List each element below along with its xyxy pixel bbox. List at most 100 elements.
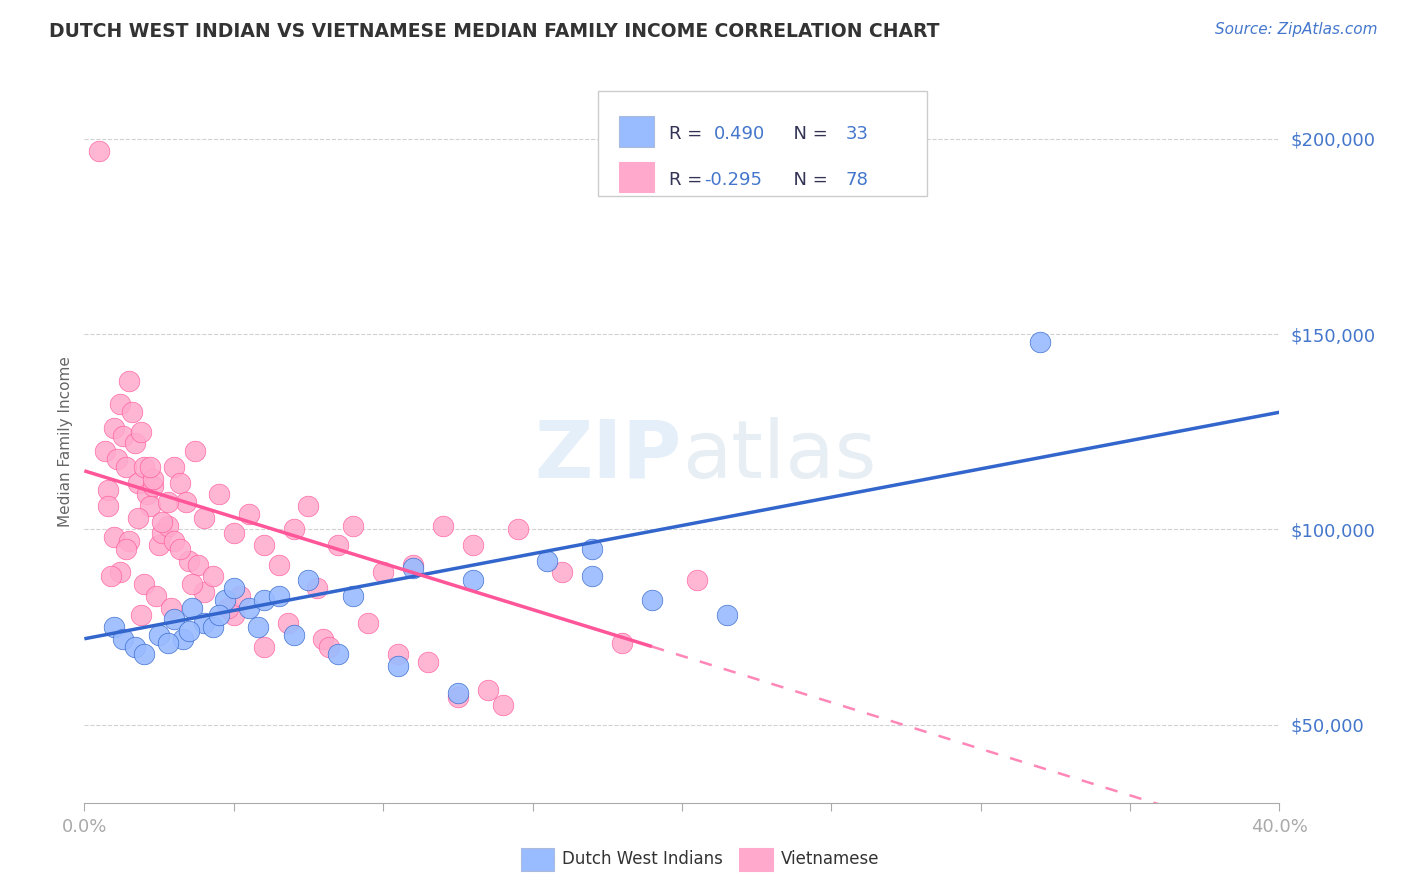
Point [686, 573, 709, 587]
Point [181, 577, 204, 591]
Point [238, 600, 260, 615]
Point [307, 581, 329, 595]
Point [716, 608, 738, 623]
Text: Source: ZipAtlas.com: Source: ZipAtlas.com [1215, 22, 1378, 37]
Point [142, 479, 165, 493]
Point [222, 608, 245, 623]
Point [1029, 334, 1052, 349]
Point [157, 495, 180, 509]
Point [416, 655, 439, 669]
Text: N =: N = [782, 171, 834, 189]
Point [127, 475, 149, 490]
Text: 0.490: 0.490 [714, 126, 765, 144]
Point [150, 515, 173, 529]
Point [139, 499, 162, 513]
Point [163, 612, 186, 626]
Point [246, 620, 269, 634]
Point [551, 566, 574, 580]
Point [373, 566, 395, 580]
Point [129, 425, 152, 439]
Point [127, 510, 149, 524]
Text: ZIP: ZIP [534, 417, 682, 495]
Point [184, 444, 207, 458]
Point [132, 648, 156, 662]
Point [132, 577, 156, 591]
Point [132, 459, 156, 474]
Point [222, 581, 245, 595]
Point [181, 600, 204, 615]
Point [253, 640, 276, 654]
Point [139, 459, 162, 474]
Point [157, 518, 180, 533]
Text: -0.295: -0.295 [704, 171, 762, 189]
Point [94, 444, 117, 458]
Point [193, 510, 215, 524]
Point [536, 554, 558, 568]
Text: N =: N = [782, 126, 834, 144]
Point [163, 534, 186, 549]
Text: 78: 78 [845, 171, 869, 189]
FancyBboxPatch shape [599, 91, 927, 196]
Point [103, 421, 125, 435]
Point [432, 518, 454, 533]
Point [118, 374, 141, 388]
FancyBboxPatch shape [619, 161, 654, 192]
FancyBboxPatch shape [520, 847, 554, 871]
Point [177, 554, 200, 568]
Point [115, 541, 138, 556]
Point [201, 620, 224, 634]
Point [100, 569, 122, 583]
Point [129, 608, 152, 623]
Point [150, 526, 173, 541]
FancyBboxPatch shape [740, 847, 773, 871]
Point [342, 589, 364, 603]
Point [238, 507, 260, 521]
Text: Vietnamese: Vietnamese [782, 850, 880, 868]
Point [97, 499, 120, 513]
Point [357, 616, 380, 631]
Y-axis label: Median Family Income: Median Family Income [58, 356, 73, 527]
Point [121, 405, 143, 419]
Point [103, 530, 125, 544]
Point [214, 592, 236, 607]
Point [217, 600, 239, 615]
Text: R =: R = [669, 171, 707, 189]
Point [387, 659, 409, 673]
Point [112, 632, 135, 646]
Point [124, 436, 146, 450]
Text: R =: R = [669, 126, 707, 144]
Point [163, 459, 186, 474]
Point [208, 608, 231, 623]
Point [89, 144, 111, 158]
Point [222, 526, 245, 541]
Point [318, 640, 340, 654]
Point [283, 523, 305, 537]
Point [402, 561, 425, 575]
Text: DUTCH WEST INDIAN VS VIETNAMESE MEDIAN FAMILY INCOME CORRELATION CHART: DUTCH WEST INDIAN VS VIETNAMESE MEDIAN F… [49, 22, 939, 41]
Point [297, 573, 319, 587]
Point [103, 620, 125, 634]
Point [612, 635, 634, 649]
Point [148, 538, 170, 552]
Point [297, 499, 319, 513]
Point [124, 640, 146, 654]
Point [112, 428, 135, 442]
Point [581, 569, 603, 583]
Text: 33: 33 [845, 126, 869, 144]
Point [253, 538, 276, 552]
Point [253, 592, 276, 607]
Point [229, 589, 252, 603]
Point [267, 558, 290, 572]
Point [312, 632, 335, 646]
Point [328, 538, 350, 552]
Point [477, 682, 499, 697]
Point [447, 690, 470, 705]
Point [174, 495, 197, 509]
Point [97, 483, 120, 498]
Text: Dutch West Indians: Dutch West Indians [562, 850, 723, 868]
Point [492, 698, 515, 713]
Point [447, 686, 470, 700]
Point [105, 452, 128, 467]
Point [187, 558, 209, 572]
Point [136, 487, 159, 501]
